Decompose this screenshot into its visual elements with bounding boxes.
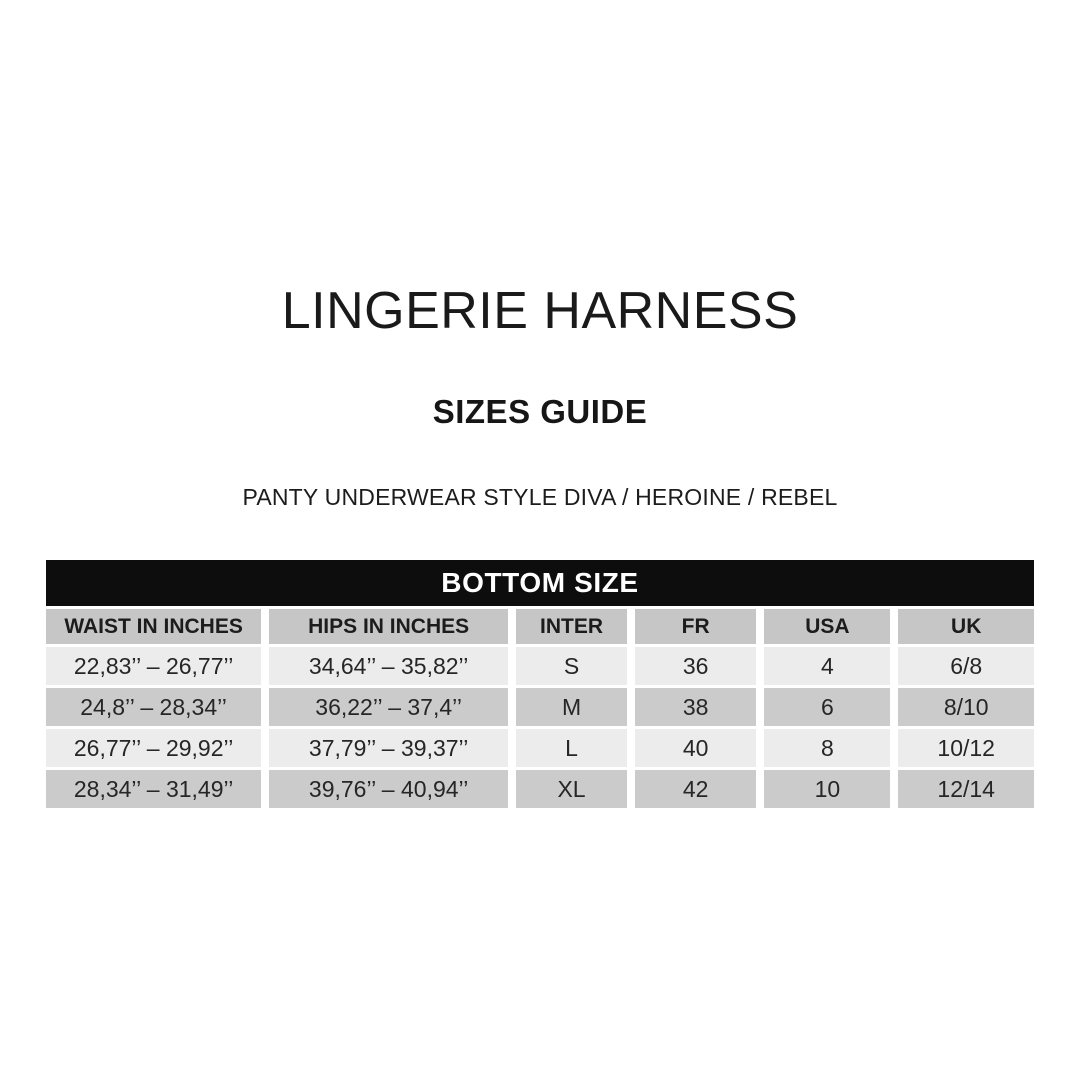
cell-fr: 40 — [634, 729, 757, 767]
table-row-size-m: 24,8’’ – 28,34’’ 36,22’’ – 37,4’’ M 38 6… — [46, 688, 1034, 726]
cell-inter: M — [516, 688, 627, 726]
cell-uk: 6/8 — [898, 647, 1034, 685]
cell-usa: 4 — [764, 647, 891, 685]
cell-usa: 10 — [764, 770, 891, 808]
table-row-size-s: 22,83’’ – 26,77’’ 34,64’’ – 35,82’’ S 36… — [46, 647, 1034, 685]
cell-waist: 22,83’’ – 26,77’’ — [46, 647, 262, 685]
cell-fr: 36 — [634, 647, 757, 685]
page-title: LINGERIE HARNESS — [281, 282, 799, 340]
cell-inter: XL — [516, 770, 627, 808]
cell-inter: S — [516, 647, 627, 685]
bottom-size-table: BOTTOM SIZE WAIST IN INCHES HIPS IN INCH… — [38, 557, 1042, 811]
cell-uk: 12/14 — [898, 770, 1034, 808]
table-title-row: BOTTOM SIZE — [46, 560, 1034, 606]
table-title: BOTTOM SIZE — [46, 560, 1034, 606]
cell-hips: 34,64’’ – 35,82’’ — [269, 647, 509, 685]
column-header-uk: UK — [898, 609, 1034, 644]
cell-waist: 24,8’’ – 28,34’’ — [46, 688, 262, 726]
column-header-hips: HIPS IN INCHES — [269, 609, 509, 644]
cell-inter: L — [516, 729, 627, 767]
cell-hips: 36,22’’ – 37,4’’ — [269, 688, 509, 726]
cell-hips: 39,76’’ – 40,94’’ — [269, 770, 509, 808]
cell-uk: 8/10 — [898, 688, 1034, 726]
column-header-row: WAIST IN INCHES HIPS IN INCHES INTER FR … — [46, 609, 1034, 644]
table-row-size-l: 26,77’’ – 29,92’’ 37,79’’ – 39,37’’ L 40… — [46, 729, 1034, 767]
table-row-size-xl: 28,34’’ – 31,49’’ 39,76’’ – 40,94’’ XL 4… — [46, 770, 1034, 808]
cell-hips: 37,79’’ – 39,37’’ — [269, 729, 509, 767]
cell-fr: 42 — [634, 770, 757, 808]
cell-usa: 6 — [764, 688, 891, 726]
style-tagline: PANTY UNDERWEAR STYLE DIVA / HEROINE / R… — [242, 484, 838, 510]
cell-waist: 26,77’’ – 29,92’’ — [46, 729, 262, 767]
cell-fr: 38 — [634, 688, 757, 726]
cell-usa: 8 — [764, 729, 891, 767]
page-subtitle: SIZES GUIDE — [432, 393, 648, 430]
cell-uk: 10/12 — [898, 729, 1034, 767]
column-header-usa: USA — [764, 609, 891, 644]
column-header-waist: WAIST IN INCHES — [46, 609, 262, 644]
column-header-inter: INTER — [516, 609, 627, 644]
cell-waist: 28,34’’ – 31,49’’ — [46, 770, 262, 808]
column-header-fr: FR — [634, 609, 757, 644]
